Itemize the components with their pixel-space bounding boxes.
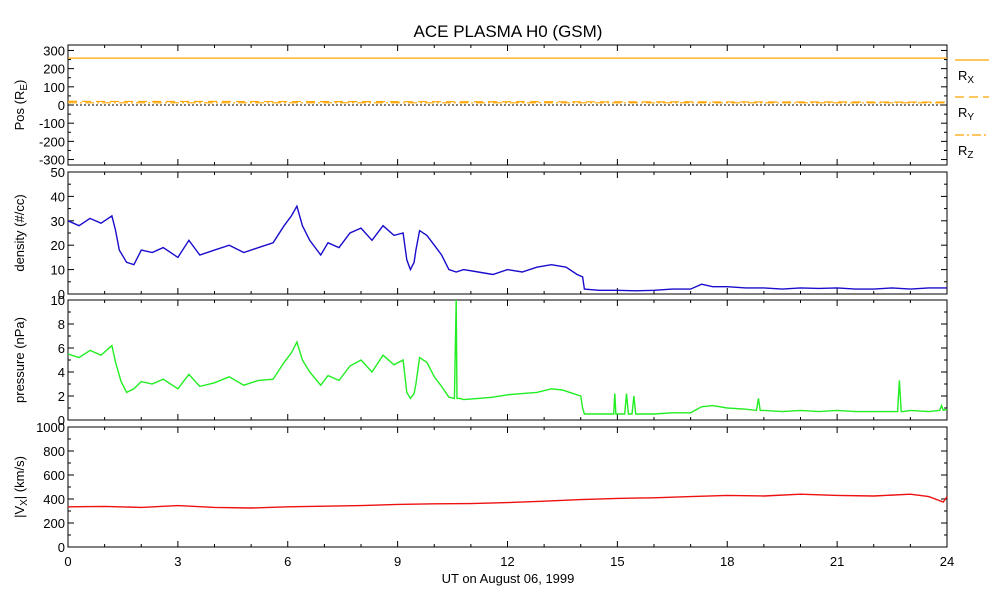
x-tick-label: 9 [394, 554, 401, 569]
x-tick-label: 18 [720, 554, 734, 569]
y-tick-label: 600 [43, 468, 65, 483]
y-tick-label: 40 [51, 189, 65, 204]
y-tick-label: 10 [51, 293, 65, 308]
legend-label-sub: X [967, 75, 974, 86]
y-tick-label: 0 [58, 413, 65, 428]
y-tick-label: 400 [43, 492, 65, 507]
y-tick-label: 6 [58, 341, 65, 356]
x-tick-label: 15 [610, 554, 624, 569]
panel-frame [67, 299, 948, 421]
y-tick-label: 10 [51, 263, 65, 278]
y-tick-label: 0 [58, 287, 65, 302]
y-tick-label: 200 [43, 62, 65, 77]
y-tick-label: 4 [58, 365, 65, 380]
y-axis-label-main: Pos (R [12, 91, 27, 131]
x-axis-label: UT on August 06, 1999 [442, 571, 575, 586]
series-line [67, 204, 947, 292]
y-axis-label-sub: X [19, 499, 30, 506]
legend-label-rx: RX [958, 68, 974, 86]
y-tick-label: 0 [58, 540, 65, 555]
panel-3: 10 8 6 4 2 0 pressure (nPa) [12, 293, 948, 428]
y-axis-label-sub: E [19, 84, 30, 91]
y-tick-label: -200 [39, 134, 65, 149]
x-tick-label: 3 [174, 554, 181, 569]
y-axis-label-end: ) [12, 80, 27, 84]
chart-title: ACE PLASMA H0 (GSM) [414, 22, 603, 41]
x-tick-label: 0 [64, 554, 71, 569]
y-tick-label: -300 [39, 153, 65, 168]
y-axis-label: density (#/cc) [12, 194, 27, 271]
y-tick-label: 100 [43, 80, 65, 95]
legend-label-main: R [958, 143, 967, 158]
series-line [67, 299, 948, 415]
y-axis-label: pressure (nPa) [12, 317, 27, 403]
series-line [67, 493, 948, 509]
y-tick-label: 1000 [36, 420, 65, 435]
panel-frame [67, 44, 948, 166]
y-tick-label: 800 [43, 444, 65, 459]
legend-label-main: R [958, 105, 967, 120]
panel-frame [67, 426, 948, 548]
x-tick-label: 12 [500, 554, 514, 569]
x-tick-label: 6 [284, 554, 291, 569]
x-tick-label: 21 [830, 554, 844, 569]
legend-label-main: R [958, 68, 967, 83]
legend-label-sub: Z [967, 150, 973, 161]
y-tick-label: 200 [43, 516, 65, 531]
legend-label-sub: Y [967, 112, 974, 123]
y-axis-label: Pos (RE) [12, 80, 30, 131]
y-axis-label: |VX| (km/s) [12, 456, 30, 518]
series-line-ry [67, 100, 948, 103]
y-tick-label: 300 [43, 43, 65, 58]
y-axis-label-end: | (km/s) [12, 456, 27, 499]
y-tick-label: 8 [58, 317, 65, 332]
y-tick-label: -100 [39, 116, 65, 131]
y-tick-label: 30 [51, 214, 65, 229]
legend-label-ry: RY [958, 105, 974, 123]
legend-label-rz: RZ [958, 143, 974, 161]
y-tick-label: 0 [58, 98, 65, 113]
y-tick-label: 2 [58, 389, 65, 404]
panel-4: 1000 800 600 400 200 0 |VX| (km/s) 0 3 6 9 12 15 18 21… [12, 420, 954, 569]
x-tick-label: 24 [940, 554, 954, 569]
y-tick-label: 20 [51, 238, 65, 253]
panel-2: 50 40 30 20 10 0 density (#/cc) [12, 165, 948, 302]
y-tick-label: 50 [51, 165, 65, 180]
panel-frame [67, 171, 948, 295]
y-axis-label-main: |V [12, 506, 27, 518]
